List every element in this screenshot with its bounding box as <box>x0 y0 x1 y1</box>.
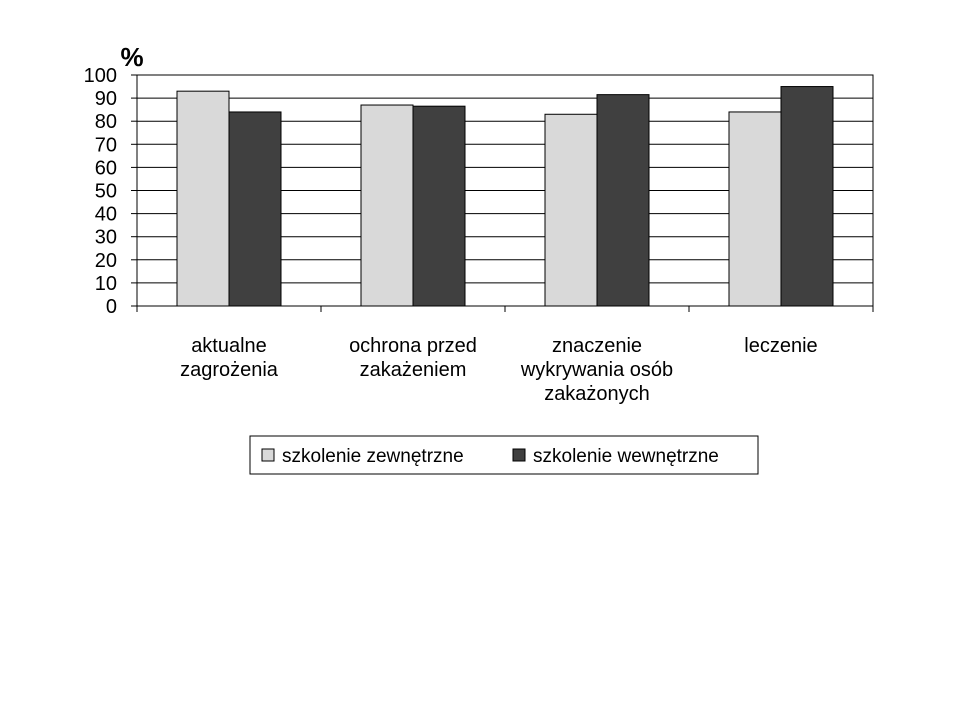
y-tick-label: 70 <box>95 134 117 156</box>
y-tick-label: 30 <box>95 227 117 249</box>
bar-wewnetrzne <box>780 86 834 307</box>
legend-swatch <box>512 448 526 462</box>
x-category-label: leczenie <box>744 335 817 357</box>
bars <box>176 86 834 307</box>
legend-label: szkolenie wewnętrzne <box>533 446 719 467</box>
y-tick-label: 40 <box>95 204 117 226</box>
y-tick-label: 50 <box>95 181 117 203</box>
y-tick-label: 80 <box>95 111 117 133</box>
y-axis-label: % <box>120 42 143 72</box>
bar-wewnetrzne <box>228 111 282 307</box>
legend-box <box>249 435 759 475</box>
y-tick-label: 10 <box>95 273 117 295</box>
y-tick-label: 100 <box>84 65 117 87</box>
y-tick-label: 90 <box>95 88 117 110</box>
bar-zewnetrzne <box>544 113 598 307</box>
y-tick-label: 20 <box>95 250 117 272</box>
legend-label: szkolenie zewnętrzne <box>282 446 464 467</box>
y-tick-label: 60 <box>95 157 117 179</box>
y-tick-label: 0 <box>106 296 117 318</box>
x-category-label: znaczenie wykrywania osób zakażonych <box>520 335 673 405</box>
bar-wewnetrzne <box>412 105 466 307</box>
axes <box>131 74 874 312</box>
bar-zewnetrzne <box>176 90 230 307</box>
x-category-label: ochrona przed zakażeniem <box>349 335 477 381</box>
x-category-label: aktualne zagrożenia <box>180 335 279 381</box>
bar-wewnetrzne <box>596 94 650 307</box>
x-category-labels: aktualne zagrożenia ochrona przed zakażenie… <box>180 335 818 405</box>
bar-zewnetrzne <box>728 111 782 307</box>
legend: szkolenie zewnętrzne szkolenie wewnętrzne <box>249 435 759 475</box>
bar-zewnetrzne <box>360 104 414 307</box>
legend-swatch <box>261 448 275 462</box>
